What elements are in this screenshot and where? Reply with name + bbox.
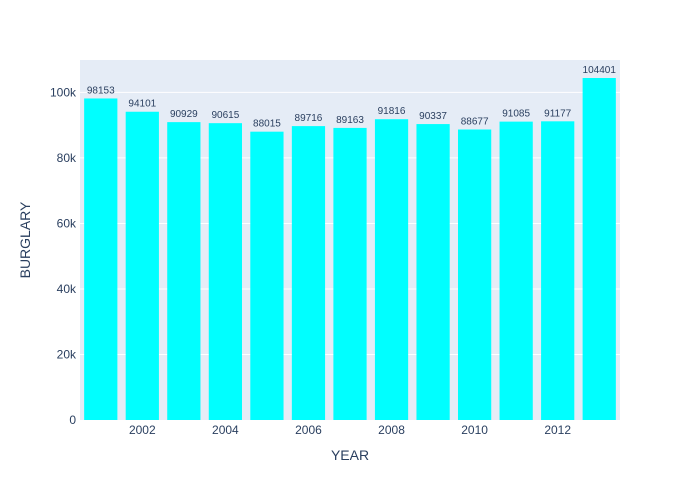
x-tick-label: 2010 (461, 423, 488, 437)
bar-value-label: 90337 (419, 111, 447, 122)
bars (84, 78, 616, 421)
bar-value-label: 89163 (336, 115, 364, 126)
bar-value-label: 90615 (211, 110, 239, 121)
y-axis-ticks: 0 20k 40k 60k 80k 100k (50, 85, 77, 427)
x-tick-label: 2006 (295, 423, 322, 437)
y-tick-label: 0 (69, 413, 76, 427)
x-tick-label: 2002 (129, 423, 156, 437)
y-axis-title: BURGLARY (17, 201, 33, 278)
bar-value-label: 94101 (128, 99, 156, 110)
bar[interactable] (582, 78, 616, 420)
bar-value-label: 91085 (502, 109, 530, 120)
x-tick-label: 2008 (378, 423, 405, 437)
bar-value-label: 91177 (544, 108, 572, 119)
bar-value-label: 104401 (583, 65, 617, 76)
bar[interactable] (167, 122, 201, 420)
bar-value-label: 98153 (87, 85, 115, 96)
bar[interactable] (125, 111, 159, 421)
bar[interactable] (84, 98, 118, 420)
bar[interactable] (458, 129, 492, 421)
bar-value-label: 89716 (295, 113, 323, 124)
bar[interactable] (541, 121, 575, 420)
bar[interactable] (374, 119, 409, 421)
x-axis-ticks: 2002 2004 2006 2008 2010 2012 (129, 423, 571, 437)
bar-value-label: 88677 (461, 117, 489, 128)
x-axis-title: YEAR (331, 447, 369, 463)
bar[interactable] (333, 127, 367, 421)
x-tick-label: 2004 (212, 423, 239, 437)
bar[interactable] (291, 126, 326, 420)
bar[interactable] (416, 124, 450, 421)
y-tick-label: 40k (57, 282, 77, 296)
bar[interactable] (208, 123, 242, 421)
bar[interactable] (250, 131, 284, 420)
y-tick-label: 80k (57, 151, 77, 165)
data-labels: 98153 94101 90929 90615 88015 89716 89163 91816… (87, 65, 616, 130)
bar-value-label: 88015 (253, 119, 281, 130)
y-tick-label: 60k (57, 216, 77, 230)
bar-value-label: 91816 (378, 106, 406, 117)
bar[interactable] (499, 121, 533, 421)
y-tick-label: 100k (50, 85, 77, 99)
y-tick-label: 20k (57, 347, 77, 361)
bar-value-label: 90929 (170, 109, 198, 120)
x-tick-label: 2012 (544, 423, 571, 437)
